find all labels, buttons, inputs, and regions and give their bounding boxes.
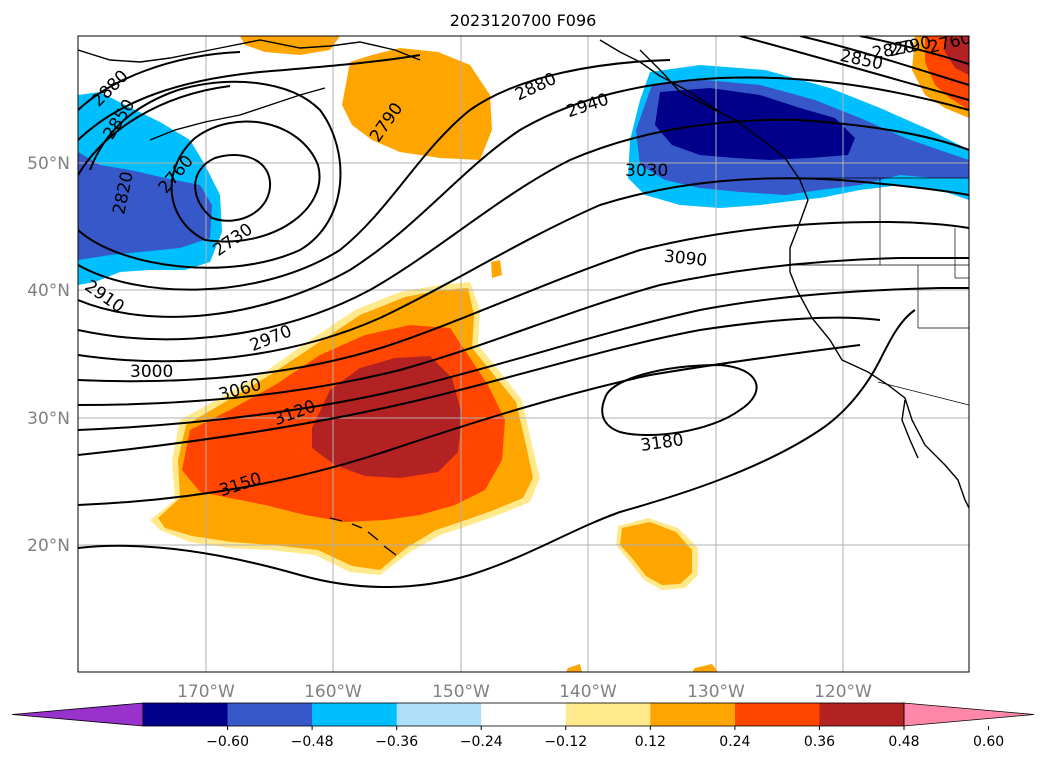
negative-anomaly-east-core <box>655 88 855 160</box>
positive-anomaly-tiny-b <box>566 664 582 672</box>
lat-tick-label: 20°N <box>27 536 70 556</box>
contour-band-6 <box>78 256 969 406</box>
positive-anomaly-tiny-a <box>491 260 502 278</box>
latitude-labels: 50°N 40°N 30°N 20°N <box>27 154 70 556</box>
contour-2880-west <box>78 51 241 111</box>
height-contours <box>78 36 969 588</box>
contour-band-4 <box>78 177 969 363</box>
contour-band-9 <box>78 344 861 506</box>
colorbar-tick-label: −0.12 <box>544 734 587 750</box>
colorbar-segment <box>143 703 229 726</box>
colorbar-segment <box>734 703 820 726</box>
colorbar-outline <box>142 702 905 727</box>
contour-ne-2 <box>799 36 969 86</box>
colorbar-segment <box>650 703 736 726</box>
lat-tick-label: 50°N <box>27 154 70 174</box>
colorbar-tick-label: −0.48 <box>291 734 334 750</box>
positive-anomaly-northeast-core <box>945 36 969 75</box>
hawaii <box>329 517 397 556</box>
colorbar-tick-label: −0.24 <box>460 734 503 750</box>
lon-tick-label: 170°W <box>177 682 235 702</box>
colorbar-tick-label: 0.36 <box>804 734 835 750</box>
north-america-coast <box>639 49 969 509</box>
contour-band-1 <box>78 59 671 291</box>
colorbar-extend-low <box>11 702 144 727</box>
lat-tick-label: 30°N <box>27 409 70 429</box>
colorbar-segments <box>11 702 1035 727</box>
contour-ne-3 <box>739 36 969 101</box>
contour-low-center <box>194 154 272 222</box>
contour-band-5 <box>78 220 969 383</box>
positive-anomaly-central-core <box>312 356 462 478</box>
colorbar-segment <box>312 703 398 726</box>
colorbar-tick-label: −0.36 <box>375 734 418 750</box>
colorbar-tick-label: −0.60 <box>206 734 249 750</box>
contour-low-ring-2 <box>78 80 342 269</box>
contour-label: 3000 <box>130 362 173 382</box>
contour-label: 3030 <box>625 161 668 181</box>
colorbar-segment <box>819 703 905 726</box>
lon-tick-label: 150°W <box>432 682 490 702</box>
colorbar-segment <box>565 703 651 726</box>
lat-tick-label: 40°N <box>27 281 70 301</box>
colorbar-tick-label: 0.60 <box>973 734 1004 750</box>
colorbar-tick-label: 0.24 <box>719 734 750 750</box>
colorbar-tick-label: 0.48 <box>888 734 919 750</box>
colorbar-segment <box>227 703 313 726</box>
lon-tick-label: 120°W <box>814 682 872 702</box>
positive-anomaly-south <box>620 522 692 585</box>
positive-anomaly-tiny-c <box>692 664 718 672</box>
lon-tick-label: 130°W <box>687 682 745 702</box>
lon-tick-label: 140°W <box>559 682 617 702</box>
negative-anomaly-west-core <box>78 152 212 260</box>
map-frame <box>77 35 970 673</box>
se-alaska-coast <box>599 39 721 113</box>
contour-2820-west <box>78 85 231 176</box>
colorbar-ticks: −0.60 −0.48 −0.36 −0.24 −0.12 0.12 0.24 0.36 0.4… <box>206 726 1004 750</box>
contour-3180-high <box>601 363 758 437</box>
colorbar-segment <box>481 703 567 726</box>
contour-low-ring-1 <box>170 120 321 243</box>
longitude-labels: 170°W 160°W 150°W 140°W 130°W 120°W <box>177 682 872 702</box>
colorbar: −0.60 −0.48 −0.36 −0.24 −0.12 0.12 0.24 0.36 0.4… <box>11 702 1035 750</box>
contour-label: 3090 <box>663 247 708 271</box>
map-title: 2023120700 F096 <box>450 11 597 30</box>
contour-band-2 <box>78 76 969 318</box>
lon-tick-label: 160°W <box>304 682 362 702</box>
alaska-coast <box>78 39 421 63</box>
contour-ne-1 <box>859 36 969 65</box>
contour-band-3 <box>78 118 969 341</box>
contour-band-8 <box>78 316 881 456</box>
colorbar-segment <box>396 703 482 726</box>
colorbar-tick-label: 0.12 <box>635 734 666 750</box>
contour-band-7 <box>78 287 969 431</box>
colorbar-extend-high <box>903 702 1035 727</box>
map-panel: 2880 2850 2820 2760 2730 2910 2790 2880 … <box>77 35 970 673</box>
graticule <box>78 36 969 672</box>
baja-coast <box>901 399 919 459</box>
contour-2850-west <box>78 54 421 141</box>
anomaly-fill <box>78 36 969 672</box>
positive-anomaly-north <box>342 48 492 160</box>
contour-band-10 <box>78 309 916 588</box>
